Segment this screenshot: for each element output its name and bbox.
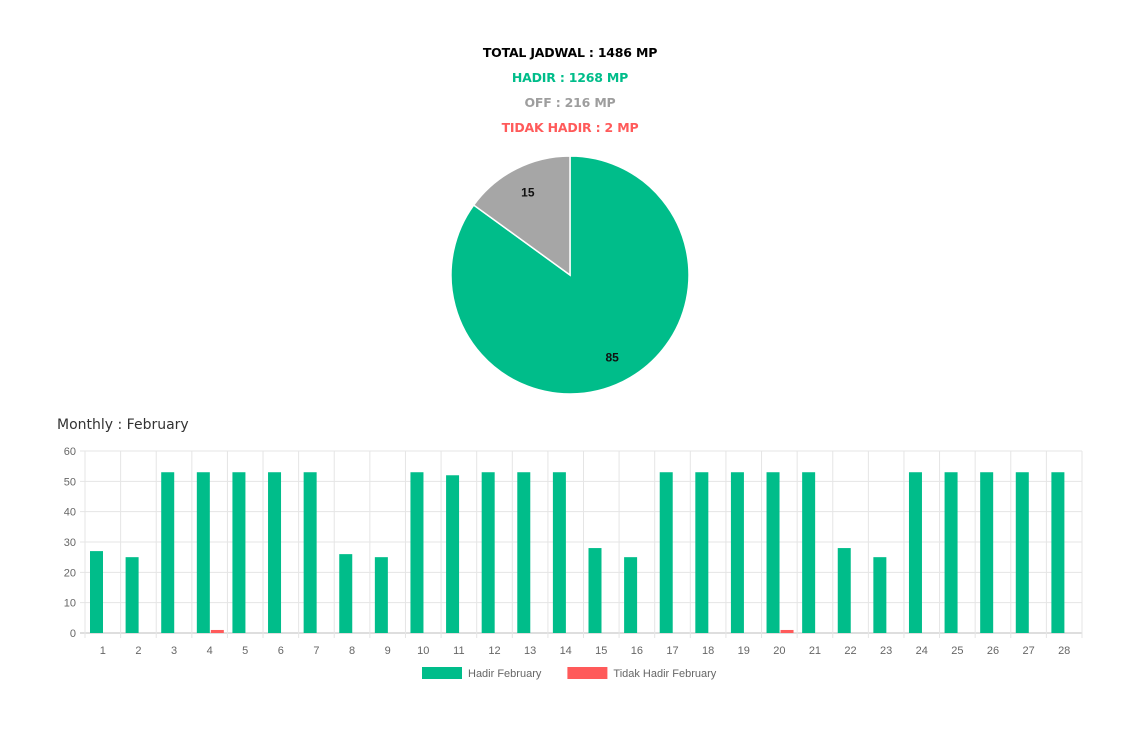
y-tick-label: 20 xyxy=(64,567,76,579)
off-text: OFF : 216 MP xyxy=(524,95,616,110)
x-tick-label: 18 xyxy=(702,645,714,657)
x-tick-label: 27 xyxy=(1022,645,1034,657)
bar-hadir[interactable] xyxy=(232,472,246,633)
bar-hadir[interactable] xyxy=(802,472,816,633)
bar-hadir[interactable] xyxy=(303,472,317,633)
y-tick-label: 40 xyxy=(64,507,76,519)
bar-hadir[interactable] xyxy=(624,557,638,633)
bar-hadir[interactable] xyxy=(980,472,994,633)
x-tick-label: 13 xyxy=(524,645,536,657)
x-tick-label: 20 xyxy=(773,645,785,657)
pie-data-label: 85 xyxy=(605,351,619,365)
y-tick-label: 0 xyxy=(70,628,76,640)
bar-hadir[interactable] xyxy=(588,548,602,633)
bar-hadir[interactable] xyxy=(517,472,531,633)
bar-hadir[interactable] xyxy=(410,472,424,633)
attendance-pie-chart: 85 15 xyxy=(450,155,690,395)
pie-data-label: 15 xyxy=(521,185,535,199)
x-tick-label: 15 xyxy=(595,645,607,657)
x-tick-label: 5 xyxy=(242,645,248,657)
bar-hadir[interactable] xyxy=(837,548,851,633)
bar-hadir[interactable] xyxy=(161,472,175,633)
bar-hadir[interactable] xyxy=(125,557,139,633)
x-tick-label: 8 xyxy=(349,645,355,657)
x-tick-label: 3 xyxy=(171,645,177,657)
legend-swatch xyxy=(567,667,608,679)
y-tick-label: 10 xyxy=(64,598,76,610)
x-tick-label: 10 xyxy=(417,645,429,657)
x-tick-label: 6 xyxy=(278,645,284,657)
bar-hadir[interactable] xyxy=(766,472,780,633)
y-tick-label: 50 xyxy=(64,476,76,488)
legend-item[interactable]: Tidak Hadir February xyxy=(567,667,717,680)
hadir-text: HADIR : 1268 MP xyxy=(511,70,629,85)
x-tick-label: 1 xyxy=(100,645,106,657)
tidak-hadir-text: TIDAK HADIR : 2 MP xyxy=(501,120,639,135)
y-tick-label: 30 xyxy=(64,537,76,549)
x-tick-label: 7 xyxy=(313,645,319,657)
x-tick-label: 4 xyxy=(207,645,213,657)
bar-hadir[interactable] xyxy=(1051,472,1065,633)
x-tick-label: 25 xyxy=(951,645,963,657)
bar-hadir[interactable] xyxy=(908,472,922,633)
bar-tidak-hadir[interactable] xyxy=(210,629,224,633)
summary-stats: TOTAL JADWAL : 1486 MP HADIR : 1268 MP O… xyxy=(0,40,1140,140)
x-tick-label: 19 xyxy=(738,645,750,657)
bar-hadir[interactable] xyxy=(90,551,103,633)
bar-hadir[interactable] xyxy=(481,472,495,633)
x-tick-label: 12 xyxy=(488,645,500,657)
x-tick-label: 21 xyxy=(809,645,821,657)
bar-hadir[interactable] xyxy=(552,472,566,633)
bar-hadir[interactable] xyxy=(730,472,744,633)
x-tick-label: 28 xyxy=(1058,645,1070,657)
legend-item[interactable]: Hadir February xyxy=(422,667,542,680)
pie-slice[interactable] xyxy=(472,155,571,277)
monthly-title: Monthly : February xyxy=(57,417,189,433)
x-tick-label: 17 xyxy=(666,645,678,657)
legend-swatch xyxy=(422,667,462,679)
x-tick-label: 16 xyxy=(631,645,643,657)
x-tick-label: 2 xyxy=(135,645,141,657)
bar-hadir[interactable] xyxy=(196,472,210,633)
x-tick-label: 22 xyxy=(844,645,856,657)
bar-hadir[interactable] xyxy=(446,475,460,633)
x-tick-label: 26 xyxy=(987,645,999,657)
bar-hadir[interactable] xyxy=(339,554,353,633)
y-tick-label: 60 xyxy=(64,446,76,458)
x-tick-label: 9 xyxy=(385,645,391,657)
bar-hadir[interactable] xyxy=(1015,472,1029,633)
bar-hadir[interactable] xyxy=(695,472,709,633)
legend-label: Tidak Hadir February xyxy=(613,668,716,680)
bar-hadir[interactable] xyxy=(268,472,282,633)
bar-hadir[interactable] xyxy=(944,472,958,633)
total-jadwal-text: TOTAL JADWAL : 1486 MP xyxy=(482,45,658,60)
x-tick-label: 11 xyxy=(453,645,464,657)
bar-hadir[interactable] xyxy=(873,557,887,633)
x-tick-label: 24 xyxy=(916,645,928,657)
bar-hadir[interactable] xyxy=(659,472,673,633)
legend-label: Hadir February xyxy=(468,668,542,680)
bar-hadir[interactable] xyxy=(374,557,388,633)
bar-tidak-hadir[interactable] xyxy=(780,629,794,633)
x-tick-label: 14 xyxy=(560,645,572,657)
x-tick-label: 23 xyxy=(880,645,892,657)
